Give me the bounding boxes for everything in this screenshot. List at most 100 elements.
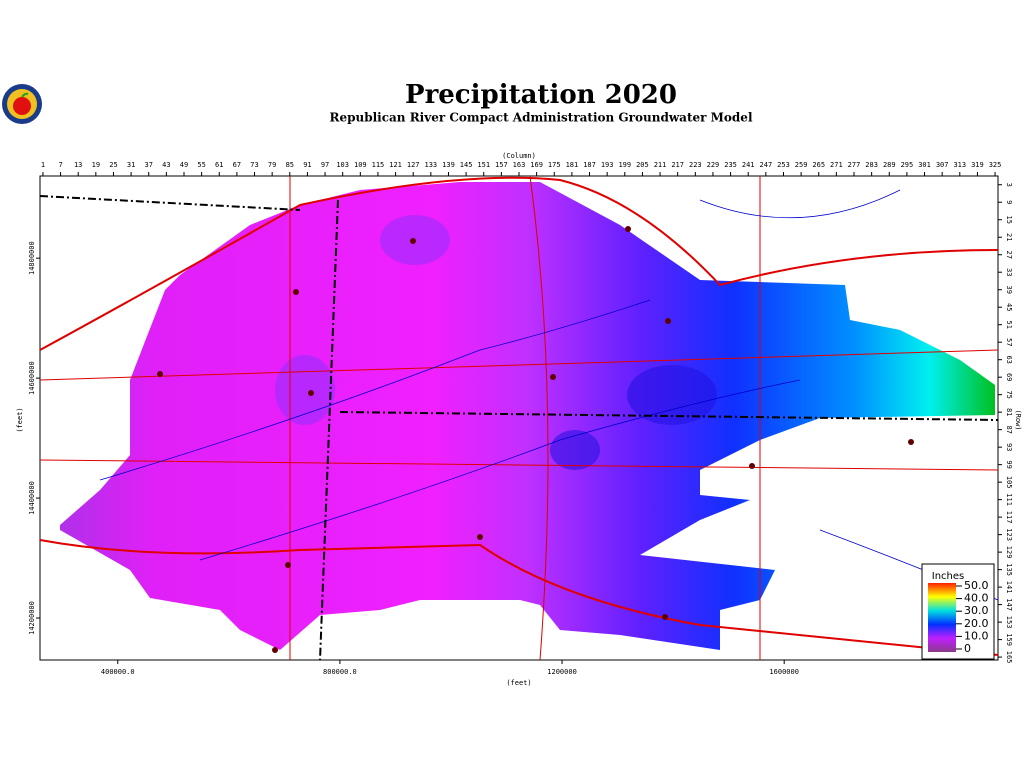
row-tick-label: 93 (1005, 443, 1013, 451)
column-tick-label: 241 (742, 161, 755, 169)
row-tick-label: 3 (1005, 183, 1013, 187)
row-tick-label: 141 (1005, 581, 1013, 594)
row-tick-label: 15 (1005, 216, 1013, 224)
row-tick-label: 57 (1005, 338, 1013, 346)
column-tick-label: 67 (233, 161, 241, 169)
column-tick-label: 151 (477, 161, 490, 169)
logo (2, 84, 42, 124)
row-tick-label: 33 (1005, 268, 1013, 276)
column-tick-label: 55 (197, 161, 205, 169)
row-tick-label: 75 (1005, 390, 1013, 398)
row-tick-label: 87 (1005, 425, 1013, 433)
row-tick-label: 117 (1005, 511, 1013, 524)
y-tick-label: 14200000 (28, 601, 36, 635)
column-tick-label: 301 (918, 161, 931, 169)
column-tick-label: 103 (336, 161, 349, 169)
row-tick-label: 39 (1005, 285, 1013, 293)
row-tick-label: 51 (1005, 320, 1013, 328)
column-tick-label: 85 (286, 161, 294, 169)
column-tick-label: 271 (830, 161, 843, 169)
row-tick-label: 159 (1005, 633, 1013, 646)
column-tick-label: 259 (795, 161, 808, 169)
column-tick-label: 211 (654, 161, 667, 169)
y-tick-label: 14400000 (28, 481, 36, 515)
legend-colorbar (928, 583, 956, 652)
x-tick-label: 800000.0 (323, 668, 357, 676)
legend-tick-label: 50.0 (964, 579, 989, 592)
column-tick-label: 217 (671, 161, 684, 169)
row-axis-label: (Row) (1014, 409, 1022, 430)
column-tick-label: 253 (777, 161, 790, 169)
legend-title: Inches (932, 571, 965, 582)
precip-region (60, 182, 995, 650)
column-tick-label: 205 (636, 161, 649, 169)
roads (39, 175, 999, 661)
row-tick-label: 147 (1005, 598, 1013, 611)
row-tick-label: 129 (1005, 546, 1013, 559)
column-tick-label: 235 (724, 161, 737, 169)
row-tick-label: 135 (1005, 563, 1013, 576)
column-tick-label: 295 (901, 161, 914, 169)
column-tick-label: 157 (495, 161, 508, 169)
row-tick-label: 105 (1005, 476, 1013, 489)
column-tick-label: 199 (618, 161, 631, 169)
state-line (39, 195, 999, 421)
column-tick-label: 265 (812, 161, 825, 169)
column-tick-label: 289 (883, 161, 896, 169)
row-tick-label: 165 (1005, 651, 1013, 664)
column-tick-label: 1 (41, 161, 45, 169)
row-tick-label: 153 (1005, 616, 1013, 629)
row-tick-label: 99 (1005, 460, 1013, 468)
column-tick-label: 175 (548, 161, 561, 169)
column-tick-label: 127 (407, 161, 420, 169)
legend-tick-label: 30.0 (964, 604, 989, 617)
cities (157, 226, 914, 653)
column-tick-label: 181 (566, 161, 579, 169)
column-tick-label: 43 (162, 161, 170, 169)
y-tick-label: 14800000 (28, 241, 36, 275)
column-tick-label: 31 (127, 161, 135, 169)
column-tick-label: 169 (530, 161, 543, 169)
row-tick-label: 9 (1005, 200, 1013, 204)
state-line (319, 199, 339, 661)
column-tick-label: 25 (109, 161, 117, 169)
column-tick-label: 91 (303, 161, 311, 169)
y-tick-label: 14600000 (28, 361, 36, 395)
x-axis-label: (feet) (506, 679, 531, 687)
column-tick-label: 283 (865, 161, 878, 169)
x-tick-label: 1600000 (769, 668, 799, 676)
column-axis-label: (Column) (502, 152, 536, 160)
row-tick-label: 63 (1005, 355, 1013, 363)
column-tick-label: 121 (389, 161, 402, 169)
column-tick-label: 325 (989, 161, 1002, 169)
column-tick-label: 163 (513, 161, 526, 169)
column-tick-label: 19 (92, 161, 100, 169)
column-tick-label: 73 (250, 161, 258, 169)
column-tick-label: 61 (215, 161, 223, 169)
column-tick-label: 109 (354, 161, 367, 169)
column-tick-label: 193 (601, 161, 614, 169)
row-tick-label: 27 (1005, 251, 1013, 259)
column-tick-label: 115 (372, 161, 385, 169)
column-tick-label: 223 (689, 161, 702, 169)
column-tick-label: 7 (58, 161, 62, 169)
legend-tick-label: 0 (964, 642, 971, 655)
subtitle: Republican River Compact Administration … (329, 111, 752, 125)
column-tick-label: 247 (760, 161, 773, 169)
rivers (99, 189, 999, 601)
column-tick-label: 37 (145, 161, 153, 169)
title: Precipitation 2020 (405, 80, 677, 110)
column-tick-label: 307 (936, 161, 949, 169)
row-tick-label: 69 (1005, 373, 1013, 381)
column-tick-label: 145 (460, 161, 473, 169)
column-tick-label: 79 (268, 161, 276, 169)
row-tick-label: 123 (1005, 528, 1013, 541)
column-tick-label: 133 (425, 161, 438, 169)
x-tick-label: 400000.0 (101, 668, 135, 676)
column-tick-label: 313 (953, 161, 966, 169)
column-tick-label: 97 (321, 161, 329, 169)
row-tick-label: 111 (1005, 493, 1013, 506)
y-axis-label: (feet) (16, 407, 24, 432)
row-tick-label: 21 (1005, 233, 1013, 241)
